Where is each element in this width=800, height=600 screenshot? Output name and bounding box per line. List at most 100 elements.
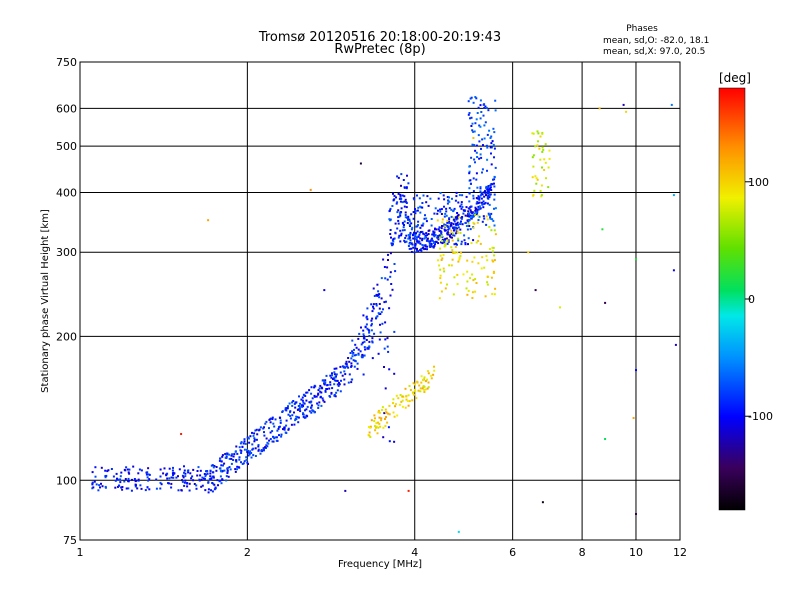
data-point [305,408,308,411]
data-point [389,209,391,212]
data-point [159,475,162,478]
data-point [263,434,266,437]
data-point [278,425,281,428]
data-point [445,214,448,217]
data-point [443,228,446,231]
data-point [487,188,490,191]
data-point [422,385,425,388]
data-point [419,387,422,390]
data-point [486,195,489,198]
data-point [114,479,117,482]
data-point [405,206,408,209]
data-point [450,264,453,267]
data-point [419,390,422,393]
data-point [285,424,288,427]
data-point [336,383,339,386]
data-point [253,437,256,440]
data-point [292,400,295,402]
data-point [250,452,253,454]
data-point [392,238,395,240]
data-point [253,438,256,441]
data-point [365,316,368,319]
data-point [252,434,255,437]
data-point [408,237,411,240]
data-point [471,143,474,146]
data-point [138,468,141,471]
data-point [412,211,415,213]
data-point [372,305,374,308]
data-point [485,106,488,109]
data-point [219,467,222,470]
data-point [478,157,481,160]
data-point [415,397,418,400]
data-point [463,234,466,237]
data-point [447,239,450,242]
data-point [146,486,149,489]
colorbar-label: [deg] [719,71,751,85]
data-point [243,460,246,463]
data-point [474,206,477,209]
data-point [276,429,279,432]
data-point [426,378,429,381]
data-point [425,232,428,235]
data-point [408,235,411,238]
data-point [232,455,235,458]
data-point [381,322,384,325]
data-point [468,187,471,190]
data-point [168,467,171,470]
data-point [459,228,462,231]
data-point [104,485,107,488]
data-point [469,228,472,231]
data-point [444,287,447,290]
data-point [243,438,246,441]
data-point [423,378,426,381]
data-point [431,245,434,248]
data-point [399,229,402,232]
data-point [456,212,459,214]
data-point [230,454,233,457]
data-point [217,484,219,487]
data-point [415,225,418,228]
data-point [493,178,496,181]
data-point [389,294,392,297]
data-point [533,189,536,192]
data-point [201,476,204,479]
data-point [92,486,95,489]
data-point [410,213,413,216]
data-point [335,391,338,394]
data-point [378,411,381,414]
data-point [126,468,129,471]
data-point [362,337,365,340]
data-point [235,445,238,448]
data-point [453,207,456,210]
data-point [278,434,280,437]
data-point [128,468,131,471]
data-point [226,467,229,470]
data-point [436,219,439,222]
grid-lines [80,62,680,540]
data-point [491,218,494,221]
data-point [269,421,272,424]
data-point [477,239,480,242]
data-point [340,379,342,382]
data-point [265,437,268,440]
data-point [302,413,305,416]
data-point [479,117,482,120]
data-point [380,311,383,314]
data-point [472,137,475,139]
data-point [91,481,94,484]
data-point [451,197,453,200]
data-point [348,373,351,376]
data-point [301,396,304,399]
data-point [485,223,488,226]
data-point [412,237,415,240]
data-point [441,218,444,221]
data-point [375,425,378,428]
data-point [440,259,443,261]
data-point [405,186,408,189]
data-point [437,209,439,212]
data-point [394,405,397,408]
data-point [460,203,463,206]
data-point [455,218,458,221]
data-point [402,226,405,229]
